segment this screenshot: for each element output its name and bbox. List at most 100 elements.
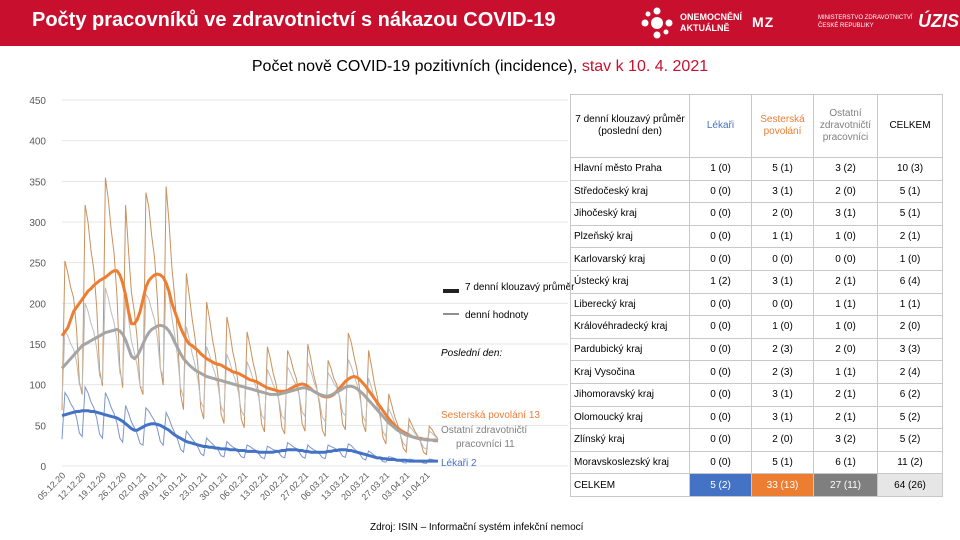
table-cell: 2 (1)	[813, 382, 878, 407]
region-name: Hlavní město Praha	[570, 157, 690, 181]
y-tick-label: 150	[29, 340, 46, 351]
table-cell: 3 (1)	[751, 382, 814, 407]
uzis-logo: ÚZIS	[918, 11, 960, 31]
table-cell: 2 (3)	[751, 360, 814, 384]
table-cell: 1 (0)	[813, 224, 878, 249]
table-header-row: 7 denní klouzavý průměr (poslední den) L…	[570, 94, 943, 158]
table-cell: 2 (0)	[813, 179, 878, 204]
table-cell: 3 (3)	[877, 337, 943, 362]
table-cell: 0 (0)	[751, 292, 814, 317]
y-tick-label: 450	[29, 96, 46, 107]
col-header-doctors: Lékaři	[689, 94, 752, 158]
table-row: Jihomoravský kraj 0 (0) 3 (1) 2 (1) 6 (2)	[570, 382, 943, 407]
y-tick-label: 0	[40, 462, 46, 473]
table-cell: 5 (2)	[877, 405, 943, 430]
table-cell: 0 (0)	[751, 247, 814, 271]
series-line	[60, 269, 438, 443]
table-cell: 11 (2)	[877, 450, 943, 475]
region-name: Plzeňský kraj	[570, 224, 690, 249]
table-cell: 5 (1)	[751, 157, 814, 181]
table-cell: 2 (1)	[877, 224, 943, 249]
daily-line	[61, 177, 439, 456]
table-cell: 3 (2)	[813, 428, 878, 452]
ministry-logo-text: MINISTERSTVO ZDRAVOTNICTVÍ ČESKÉ REPUBLI…	[818, 14, 913, 30]
table-cell: 3 (2)	[813, 157, 878, 181]
table-cell: 5 (2)	[877, 428, 943, 452]
last-day-other-1: Ostatní zdravotničtí	[441, 425, 527, 436]
col-header-avg: 7 denní klouzavý průměr (poslední den)	[570, 94, 690, 158]
region-name: Jihomoravský kraj	[570, 382, 690, 407]
source-note: Zdroj: ISIN – Informační systém infekční…	[370, 522, 584, 533]
legend-daily-label: denní hodnoty	[465, 310, 528, 321]
mz-logo: MZ	[752, 14, 775, 30]
col-header-nurses: Sesterská povolání	[751, 94, 814, 158]
region-name: Liberecký kraj	[570, 292, 690, 317]
region-table: 7 denní klouzavý průměr (poslední den) L…	[570, 94, 943, 497]
table-cell: 2 (1)	[813, 405, 878, 430]
region-name: Zlínský kraj	[570, 428, 690, 452]
table-cell: 1 (0)	[813, 315, 878, 339]
logo-line-1: ONEMOCNĚNÍ	[680, 12, 743, 22]
table-cell: 2 (0)	[751, 202, 814, 226]
y-tick-label: 50	[35, 421, 47, 432]
last-day-title: Poslední den:	[441, 348, 502, 359]
y-tick-label: 250	[29, 259, 46, 270]
region-name: Moravskoslezský kraj	[570, 450, 690, 475]
table-cell: 2 (1)	[813, 269, 878, 294]
table-cell: 3 (1)	[751, 269, 814, 294]
y-tick-label: 100	[29, 381, 46, 392]
table-row: Středočeský kraj 0 (0) 3 (1) 2 (0) 5 (1)	[570, 179, 943, 204]
table-cell: 5 (1)	[751, 450, 814, 475]
region-name: Ústecký kraj	[570, 269, 690, 294]
table-cell: 0 (0)	[689, 179, 752, 204]
region-name: Karlovarský kraj	[570, 247, 690, 271]
table-cell: 1 (1)	[751, 224, 814, 249]
y-tick-label: 400	[29, 137, 46, 148]
table-row: Kraj Vysočina 0 (0) 2 (3) 1 (1) 2 (4)	[570, 360, 943, 384]
table-cell: 3 (1)	[751, 405, 814, 430]
table-cell: 10 (3)	[877, 157, 943, 181]
region-name: Středočeský kraj	[570, 179, 690, 204]
table-cell: 2 (0)	[877, 315, 943, 339]
region-name: Kraj Vysočina	[570, 360, 690, 384]
table-cell: 0 (0)	[689, 315, 752, 339]
last-day-nurses: Sesterská povolání 13	[441, 410, 540, 421]
legend-avg-label: 7 denní klouzavý průměr	[465, 281, 575, 293]
table-cell: 5 (2)	[689, 473, 752, 497]
table-cell: 0 (0)	[689, 202, 752, 226]
table-cell: 6 (4)	[877, 269, 943, 294]
table-cell: 5 (1)	[877, 202, 943, 226]
subtitle-prefix: Počet nově COVID-19 pozitivních (inciden…	[251, 58, 578, 75]
table-cell: 6 (2)	[877, 382, 943, 407]
series-line	[61, 409, 438, 463]
table-cell: 1 (1)	[813, 292, 878, 317]
table-cell: 0 (0)	[813, 247, 878, 271]
subtitle-date: stav k 10. 4. 2021	[581, 58, 709, 75]
table-cell: 33 (13)	[751, 473, 814, 497]
col-header-other: Ostatní zdravotničtí pracovníci	[813, 94, 878, 158]
table-cell: 0 (0)	[689, 247, 752, 271]
table-cell: 1 (1)	[813, 360, 878, 384]
table-cell: 2 (0)	[813, 337, 878, 362]
table-cell: 6 (1)	[813, 450, 878, 475]
table-cell: 0 (0)	[689, 360, 752, 384]
legend-avg-swatch	[443, 289, 459, 293]
last-day-doctors: Lékaři 2	[441, 458, 477, 469]
series-line	[60, 323, 439, 443]
table-cell: 1 (0)	[877, 247, 943, 271]
table-row: Pardubický kraj 0 (0) 2 (3) 2 (0) 3 (3)	[570, 337, 943, 362]
table-row: Olomoucký kraj 0 (0) 3 (1) 2 (1) 5 (2)	[570, 405, 943, 430]
table-cell: 3 (1)	[751, 179, 814, 204]
table-cell: 1 (1)	[877, 292, 943, 317]
table-cell: 5 (1)	[877, 179, 943, 204]
ministry-line-2: ČESKÉ REPUBLIKY	[818, 23, 874, 29]
col-header-total: CELKEM	[877, 94, 943, 158]
table-row: Královéhradecký kraj 0 (0) 1 (0) 1 (0) 2 (0)	[570, 315, 943, 339]
region-name: CELKEM	[570, 473, 690, 497]
table-cell: 0 (0)	[689, 428, 752, 452]
table-row: Plzeňský kraj 0 (0) 1 (1) 1 (0) 2 (1)	[570, 224, 943, 249]
table-cell: 2 (4)	[877, 360, 943, 384]
y-tick-label: 200	[29, 299, 46, 310]
table-cell: 27 (11)	[813, 473, 878, 497]
